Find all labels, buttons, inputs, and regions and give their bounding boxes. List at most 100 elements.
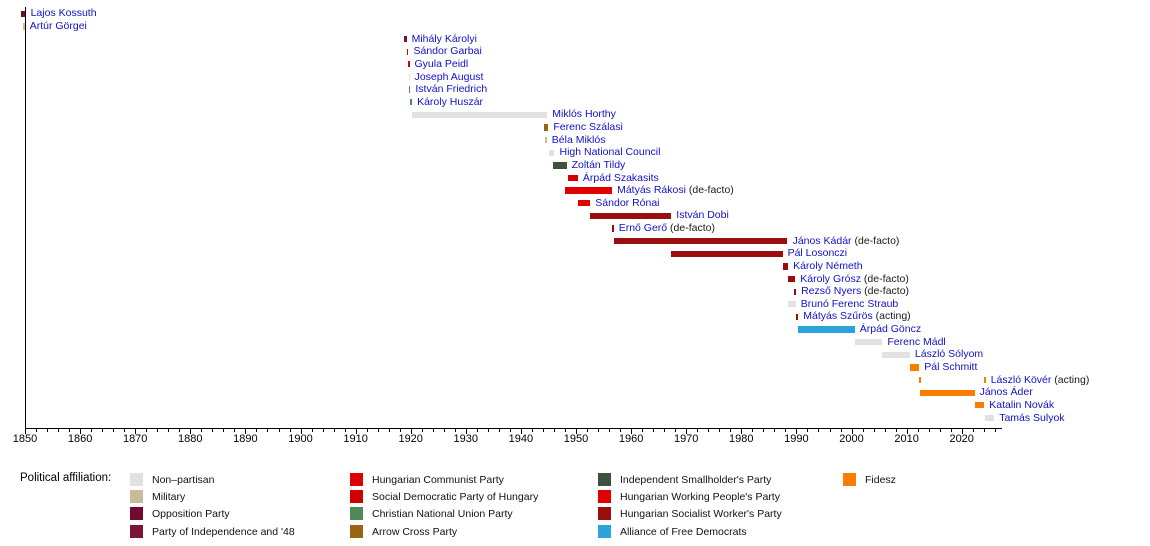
leader-name[interactable]: Pál Losonczi — [787, 247, 848, 260]
term-bar — [408, 86, 411, 93]
term-bar — [552, 162, 567, 169]
leader-name[interactable]: László Kövér — [990, 373, 1052, 386]
axis-tick-label: 1910 — [343, 433, 368, 445]
leader-label: Árpád Szakasits — [583, 172, 659, 185]
term-bar — [406, 48, 409, 55]
axis-minor-tick — [884, 429, 886, 432]
axis-minor-tick — [697, 429, 699, 432]
legend-swatch — [350, 507, 363, 521]
axis-minor-tick — [972, 429, 974, 432]
legend-label: Fidesz — [865, 474, 896, 486]
axis-minor-tick — [774, 429, 776, 432]
axis-minor-tick — [201, 429, 203, 432]
leader-name[interactable]: Zoltán Tildy — [571, 158, 626, 171]
legend-label: Party of Independence and '48 — [152, 525, 295, 538]
leader-label: Rezső Nyers (de-facto) — [801, 285, 909, 298]
term-bar — [410, 99, 412, 106]
term-bar — [795, 313, 799, 321]
axis-major-tick — [796, 429, 798, 434]
legend-label: Military — [152, 491, 186, 504]
leader-name[interactable]: Mátyás Szűrös — [803, 310, 873, 323]
leader-name[interactable]: Artúr Görgei — [29, 19, 87, 32]
leader-name[interactable]: Gyula Peidl — [414, 57, 469, 70]
leader-name[interactable]: István Friedrich — [415, 83, 488, 96]
axis-minor-tick — [950, 429, 952, 432]
leader-name[interactable]: Miklós Horthy — [552, 108, 616, 121]
leader-name[interactable]: Mihály Károlyi — [411, 32, 477, 45]
axis-tick-label: 2000 — [839, 433, 864, 445]
leader-name[interactable]: Sándor Rónai — [595, 196, 660, 209]
leader-name[interactable]: Mátyás Rákosi — [617, 184, 686, 197]
axis-minor-tick — [807, 429, 809, 432]
axis-minor-tick — [344, 429, 346, 432]
leader-label: Miklós Horthy — [552, 108, 616, 121]
axis-minor-tick — [939, 429, 941, 432]
leader-name[interactable]: János Kádár — [792, 234, 852, 247]
leader-name[interactable]: Árpád Szakasits — [582, 171, 659, 184]
legend-swatch — [598, 473, 611, 486]
leader-name[interactable]: Béla Miklós — [551, 133, 606, 146]
term-bar — [984, 376, 986, 384]
leader-name[interactable]: High National Council — [559, 146, 661, 159]
axis-major-tick — [631, 429, 633, 434]
axis-minor-tick — [234, 429, 236, 432]
legend-swatch — [598, 524, 611, 538]
leader-name[interactable]: Rezső Nyers — [801, 285, 862, 298]
axis-major-tick — [300, 429, 302, 434]
term-bar — [544, 124, 549, 131]
axis-minor-tick — [818, 429, 820, 432]
axis-minor-tick — [377, 429, 379, 432]
axis-major-tick — [410, 429, 412, 434]
leader-name[interactable]: Pál Schmitt — [924, 361, 978, 373]
leader-name[interactable]: Ferenc Szálasi — [553, 121, 623, 133]
axis-major-tick — [245, 429, 247, 434]
axis-minor-tick — [554, 429, 555, 432]
leader-name[interactable]: Brunó Ferenc Straub — [800, 297, 899, 310]
leader-label: János Kádár (de-facto) — [793, 235, 900, 248]
axis-major-tick — [355, 429, 357, 434]
term-bar — [22, 23, 25, 30]
leader-label: Pál Schmitt — [924, 361, 977, 374]
axis-minor-tick — [509, 429, 511, 432]
leader-label: Mihály Károlyi — [412, 33, 477, 46]
axis-major-tick — [851, 429, 853, 434]
y-axis-line — [25, 7, 26, 428]
legend-label: Independent Smallholder's Party — [620, 474, 772, 486]
leader-name[interactable]: László Sólyom — [914, 348, 984, 361]
legend-swatch — [130, 473, 143, 486]
axis-minor-tick — [399, 429, 401, 432]
leader-name[interactable]: Sándor Garbai — [413, 45, 482, 58]
leader-label: Joseph August — [415, 71, 484, 84]
axis-tick-label: 1920 — [398, 433, 423, 445]
axis-minor-tick — [223, 429, 225, 432]
leader-label: Lajos Kossuth — [31, 7, 97, 20]
leader-name[interactable]: Joseph August — [414, 70, 484, 83]
axis-minor-tick — [124, 429, 126, 432]
axis-major-tick — [686, 429, 688, 434]
term-bar — [412, 111, 548, 119]
axis-minor-tick — [675, 429, 677, 432]
leader-name[interactable]: Ernő Gerő — [618, 222, 668, 234]
leader-name[interactable]: Lajos Kossuth — [30, 7, 97, 20]
leader-name[interactable]: István Dobi — [676, 209, 729, 222]
leader-name[interactable]: Árpád Göncz — [859, 323, 922, 336]
axis-major-tick — [906, 429, 908, 434]
leader-name[interactable]: Károly Huszár — [417, 95, 484, 108]
legend-swatch — [130, 524, 143, 538]
leader-suffix: (de-facto) — [860, 272, 909, 285]
leader-name[interactable]: Ferenc Mádl — [887, 335, 946, 348]
axis-minor-tick — [598, 429, 599, 432]
axis-minor-tick — [587, 429, 588, 432]
axis-major-tick — [135, 429, 137, 434]
term-bar — [984, 414, 995, 422]
leader-name[interactable]: Tamás Sulyok — [999, 411, 1065, 424]
leader-label: Mátyás Szűrös (acting) — [803, 310, 910, 323]
leader-label: László Sólyom — [915, 348, 983, 361]
leader-name[interactable]: Károly Grósz — [800, 272, 861, 285]
term-bar — [919, 376, 921, 384]
leader-name[interactable]: Károly Németh — [793, 259, 863, 272]
leader-name[interactable]: János Áder — [979, 386, 1033, 399]
leader-name[interactable]: Katalin Novák — [989, 398, 1055, 411]
axis-minor-tick — [895, 429, 897, 432]
leader-suffix: (de-facto) — [667, 222, 715, 234]
